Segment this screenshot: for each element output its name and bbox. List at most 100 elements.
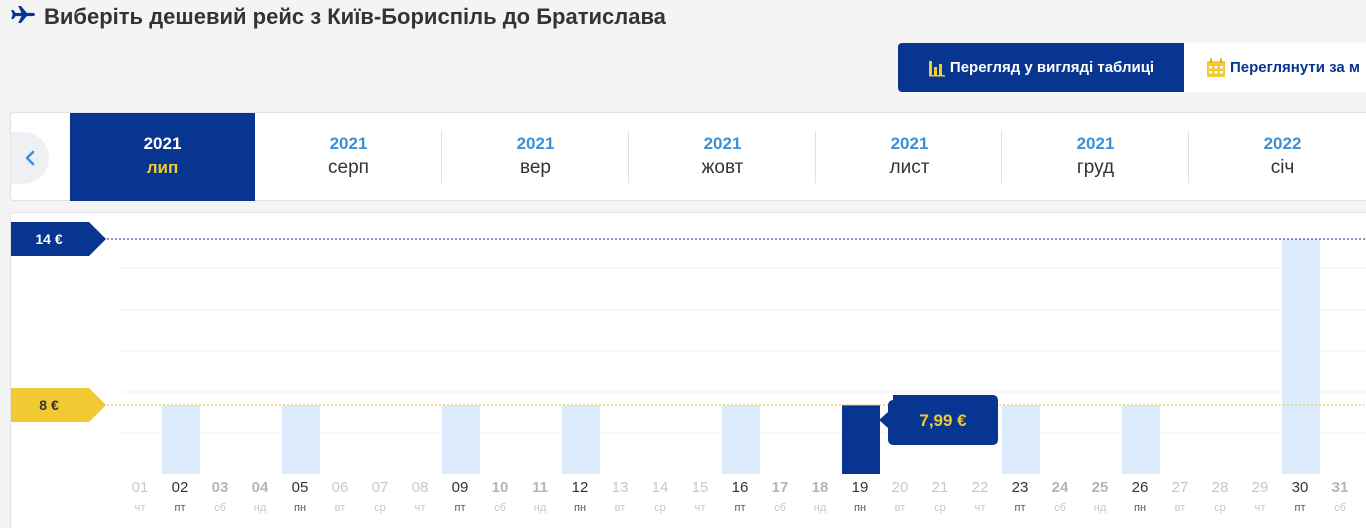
day-number: 03 xyxy=(212,479,229,496)
prev-month-button[interactable] xyxy=(11,132,49,184)
day-number: 19 xyxy=(852,479,869,496)
max-price-label: 14 € xyxy=(35,231,62,247)
month-divider xyxy=(441,131,442,183)
selected-fare-bar[interactable] xyxy=(842,405,880,474)
day-number: 02 xyxy=(172,479,189,496)
month-name: лист xyxy=(889,157,930,178)
day-number: 11 xyxy=(532,479,548,496)
day-weekday: пн xyxy=(1134,502,1146,514)
day-number: 13 xyxy=(612,479,629,496)
fare-chart-svg: 14 € 8 € 01 чт 02 пт 03 сб 04 нд 05 пн 06 вт 07 ср 08 чт 0… xyxy=(11,222,1366,514)
day-weekday: пт xyxy=(455,502,466,514)
day-weekday: нд xyxy=(254,502,267,514)
min-price-flag xyxy=(11,388,106,422)
day-weekday: вт xyxy=(895,502,906,514)
month-name: вер xyxy=(519,157,551,178)
month-name: серп xyxy=(328,157,369,178)
day-weekday: пн xyxy=(574,502,586,514)
day-number: 10 xyxy=(492,479,509,496)
month-year: 2021 xyxy=(143,134,182,153)
fare-bar[interactable] xyxy=(282,405,320,474)
day-weekday: чт xyxy=(415,502,426,514)
month-tab-jul[interactable]: 2021 лип xyxy=(70,113,255,201)
day-number: 21 xyxy=(932,479,949,496)
month-divider xyxy=(1188,131,1189,183)
month-divider xyxy=(628,131,629,183)
month-tab-jan[interactable]: 2022 січ xyxy=(1189,113,1366,201)
fare-bar[interactable] xyxy=(1122,405,1160,474)
bar-chart-icon xyxy=(928,60,945,76)
day-number: 12 xyxy=(572,479,589,496)
day-weekday: чт xyxy=(975,502,986,514)
day-number: 27 xyxy=(1172,479,1189,496)
day-number: 28 xyxy=(1212,479,1229,496)
day-number: 14 xyxy=(652,479,669,496)
max-price-flag xyxy=(11,222,106,256)
day-weekday: пт xyxy=(175,502,186,514)
fare-bar[interactable] xyxy=(162,405,200,474)
min-price-label: 8 € xyxy=(39,397,59,413)
plane-icon xyxy=(10,5,38,29)
fare-bar[interactable] xyxy=(1282,239,1320,474)
fare-bar[interactable] xyxy=(442,405,480,474)
month-tab-aug[interactable]: 2021 серп xyxy=(255,113,442,201)
fare-bar[interactable] xyxy=(722,405,760,474)
fare-chart: 14 € 8 € 01 чт 02 пт 03 сб 04 нд 05 пн 06 вт 07 ср 08 чт 0… xyxy=(10,212,1366,528)
day-weekday: ср xyxy=(654,502,666,514)
month-selector: 2021 лип 2021 серп 2021 вер 2021 жовт 20… xyxy=(10,112,1366,201)
day-weekday: вт xyxy=(335,502,346,514)
day-number: 07 xyxy=(372,479,389,496)
page-header: Виберіть дешевий рейс з Київ-Бориспіль д… xyxy=(10,2,666,32)
day-weekday: чт xyxy=(695,502,706,514)
month-divider xyxy=(1001,131,1002,183)
month-year: 2021 xyxy=(329,134,368,153)
day-number: 15 xyxy=(692,479,709,496)
month-divider xyxy=(815,131,816,183)
day-weekday: сб xyxy=(1334,502,1346,514)
fare-bar[interactable] xyxy=(1002,405,1040,474)
day-weekday: пт xyxy=(735,502,746,514)
day-weekday: вт xyxy=(1175,502,1186,514)
month-view-label: Переглянути за м xyxy=(1230,59,1360,76)
day-number: 01 xyxy=(132,479,149,496)
day-number: 17 xyxy=(772,479,789,496)
month-view-button[interactable]: Переглянути за м xyxy=(1184,43,1366,92)
day-number: 25 xyxy=(1092,479,1109,496)
day-number: 26 xyxy=(1132,479,1149,496)
day-weekday: сб xyxy=(494,502,506,514)
day-weekday: ср xyxy=(934,502,946,514)
day-number: 22 xyxy=(972,479,989,496)
day-weekday: чт xyxy=(1255,502,1266,514)
day-number: 24 xyxy=(1052,479,1069,496)
month-tab-dec[interactable]: 2021 груд xyxy=(1002,113,1189,201)
table-view-label: Перегляд у вигляді таблиці xyxy=(949,59,1155,76)
day-number: 06 xyxy=(332,479,349,496)
day-weekday: нд xyxy=(1094,502,1107,514)
view-toggle: Перегляд у вигляді таблиці Переглянути з… xyxy=(898,43,1366,92)
day-weekday: сб xyxy=(214,502,226,514)
month-tab-oct[interactable]: 2021 жовт xyxy=(629,113,816,201)
fare-bar[interactable] xyxy=(562,405,600,474)
day-number: 18 xyxy=(812,479,829,496)
day-weekday: ср xyxy=(374,502,386,514)
table-view-button[interactable]: Перегляд у вигляді таблиці xyxy=(898,43,1184,92)
month-name: січ xyxy=(1270,157,1295,178)
price-tooltip xyxy=(879,395,998,445)
day-number: 30 xyxy=(1292,479,1309,496)
day-weekday: пт xyxy=(1015,502,1026,514)
page-title: Виберіть дешевий рейс з Київ-Бориспіль д… xyxy=(44,4,666,29)
day-weekday: вт xyxy=(615,502,626,514)
price-tooltip-label: 7,99 € xyxy=(919,411,967,430)
month-tab-nov[interactable]: 2021 лист xyxy=(816,113,1003,201)
month-year: 2021 xyxy=(1076,134,1115,153)
day-number: 31 xyxy=(1332,479,1349,496)
day-weekday: нд xyxy=(534,502,547,514)
day-weekday: сб xyxy=(1054,502,1066,514)
chevron-left-icon xyxy=(25,150,35,166)
day-weekday: чт xyxy=(135,502,146,514)
day-weekday: нд xyxy=(814,502,827,514)
month-year: 2021 xyxy=(703,134,742,153)
month-tab-sep[interactable]: 2021 вер xyxy=(442,113,629,201)
day-number: 29 xyxy=(1252,479,1269,496)
day-number: 08 xyxy=(412,479,429,496)
